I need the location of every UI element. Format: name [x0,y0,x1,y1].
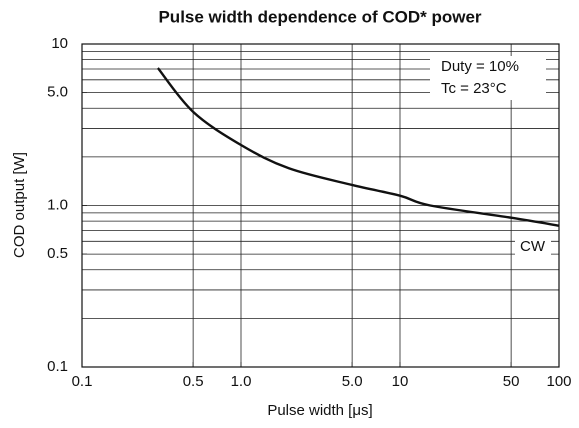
x-tick-label: 5.0 [342,373,363,390]
annotation-bg [430,56,546,100]
x-tick-label: 100 [546,373,571,390]
plot-frame [81,43,560,368]
x-tick-label: 50 [503,373,520,390]
y-tick-label: 1.0 [47,196,68,213]
y-tick-label: 10 [51,35,68,52]
annotation-bg [515,236,551,258]
annotation: Duty = 10% [441,58,519,75]
x-axis-label: Pulse width [μs] [267,402,372,419]
annotation: CW [520,238,546,255]
x-tick-label: 0.1 [72,373,93,390]
x-tick-label: 0.5 [183,373,204,390]
chart-title: Pulse width dependence of COD* power [158,7,481,26]
data-line [156,67,560,227]
y-tick-label: 0.5 [47,245,68,262]
y-tick-label: 5.0 [47,84,68,101]
y-axis-label: COD output [W] [11,152,28,258]
x-tick-label: 1.0 [231,373,252,390]
y-tick-label: 0.1 [47,358,68,375]
x-tick-label: 10 [392,373,409,390]
annotation: Tc = 23°C [441,80,507,97]
